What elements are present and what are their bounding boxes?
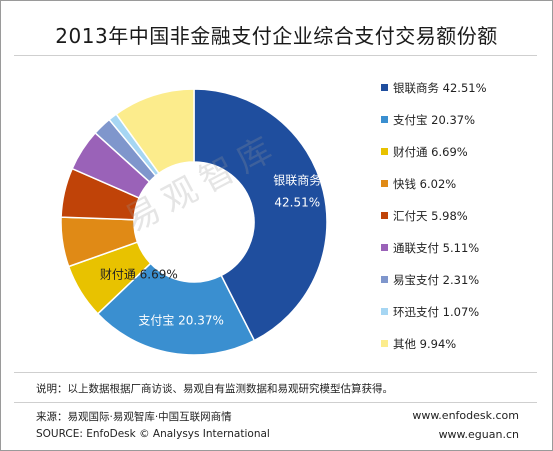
legend-item: 支付宝 20.37%: [381, 112, 475, 128]
legend-item: 快钱 6.02%: [381, 176, 456, 192]
legend-item: 环迅支付 1.07%: [381, 304, 479, 320]
legend-label: 环迅支付 1.07%: [393, 305, 480, 319]
data-label-2: 支付宝 20.37%: [138, 314, 224, 328]
legend-swatch: [381, 340, 388, 347]
data-label-name-1: 银联商务: [273, 173, 321, 188]
legend-label: 易宝支付 2.31%: [393, 273, 480, 287]
legend-swatch: [381, 84, 388, 91]
legend-swatch: [381, 180, 388, 187]
donut-slice-1: [193, 88, 328, 342]
legend-item: 汇付天 5.98%: [381, 208, 468, 224]
donut-slice-9: [115, 88, 195, 175]
source-chinese: 来源：易观国际·易观智库·中国互联网商情: [36, 411, 232, 423]
legend-swatch: [381, 148, 388, 155]
legend-swatch: [381, 276, 388, 283]
data-label-value-1: 42.51%: [274, 196, 320, 210]
legend-swatch: [381, 116, 388, 123]
chart-title: 2013年中国非金融支付企业综合支付交易额份额: [55, 24, 498, 48]
legend-item: 其他 9.94%: [381, 336, 456, 352]
legend-label: 银联商务 42.51%: [393, 81, 487, 95]
legend-label: 其他 9.94%: [393, 337, 457, 351]
chart-note: 说明：以上数据根据厂商访谈、易观自有监测数据和易观研究模型估算获得。: [36, 383, 393, 395]
legend-swatch: [381, 212, 388, 219]
legend-label: 通联支付 5.11%: [393, 241, 480, 255]
website-link-eguan[interactable]: www.eguan.cn: [438, 428, 519, 441]
legend-item: 银联商务 42.51%: [381, 80, 487, 96]
source-english: SOURCE: EnfoDesk © Analysys Internationa…: [36, 428, 270, 440]
donut-slice-2: [96, 262, 256, 356]
title-divider: [14, 55, 537, 56]
source-divider: [14, 402, 537, 403]
legend-item: 财付通 6.69%: [381, 144, 468, 160]
legend-item: 通联支付 5.11%: [381, 240, 479, 256]
legend-label: 快钱 6.02%: [393, 177, 457, 191]
legend-swatch: [381, 308, 388, 315]
legend-swatch: [381, 244, 388, 251]
legend-label: 汇付天 5.98%: [393, 209, 468, 223]
data-label-3: 财付通 6.69%: [100, 267, 178, 281]
legend-label: 支付宝 20.37%: [393, 113, 476, 127]
website-link-enfodesk[interactable]: www.enfodesk.com: [412, 409, 519, 422]
note-divider: [14, 372, 537, 373]
legend-label: 财付通 6.69%: [393, 145, 468, 159]
legend-item: 易宝支付 2.31%: [381, 272, 479, 288]
